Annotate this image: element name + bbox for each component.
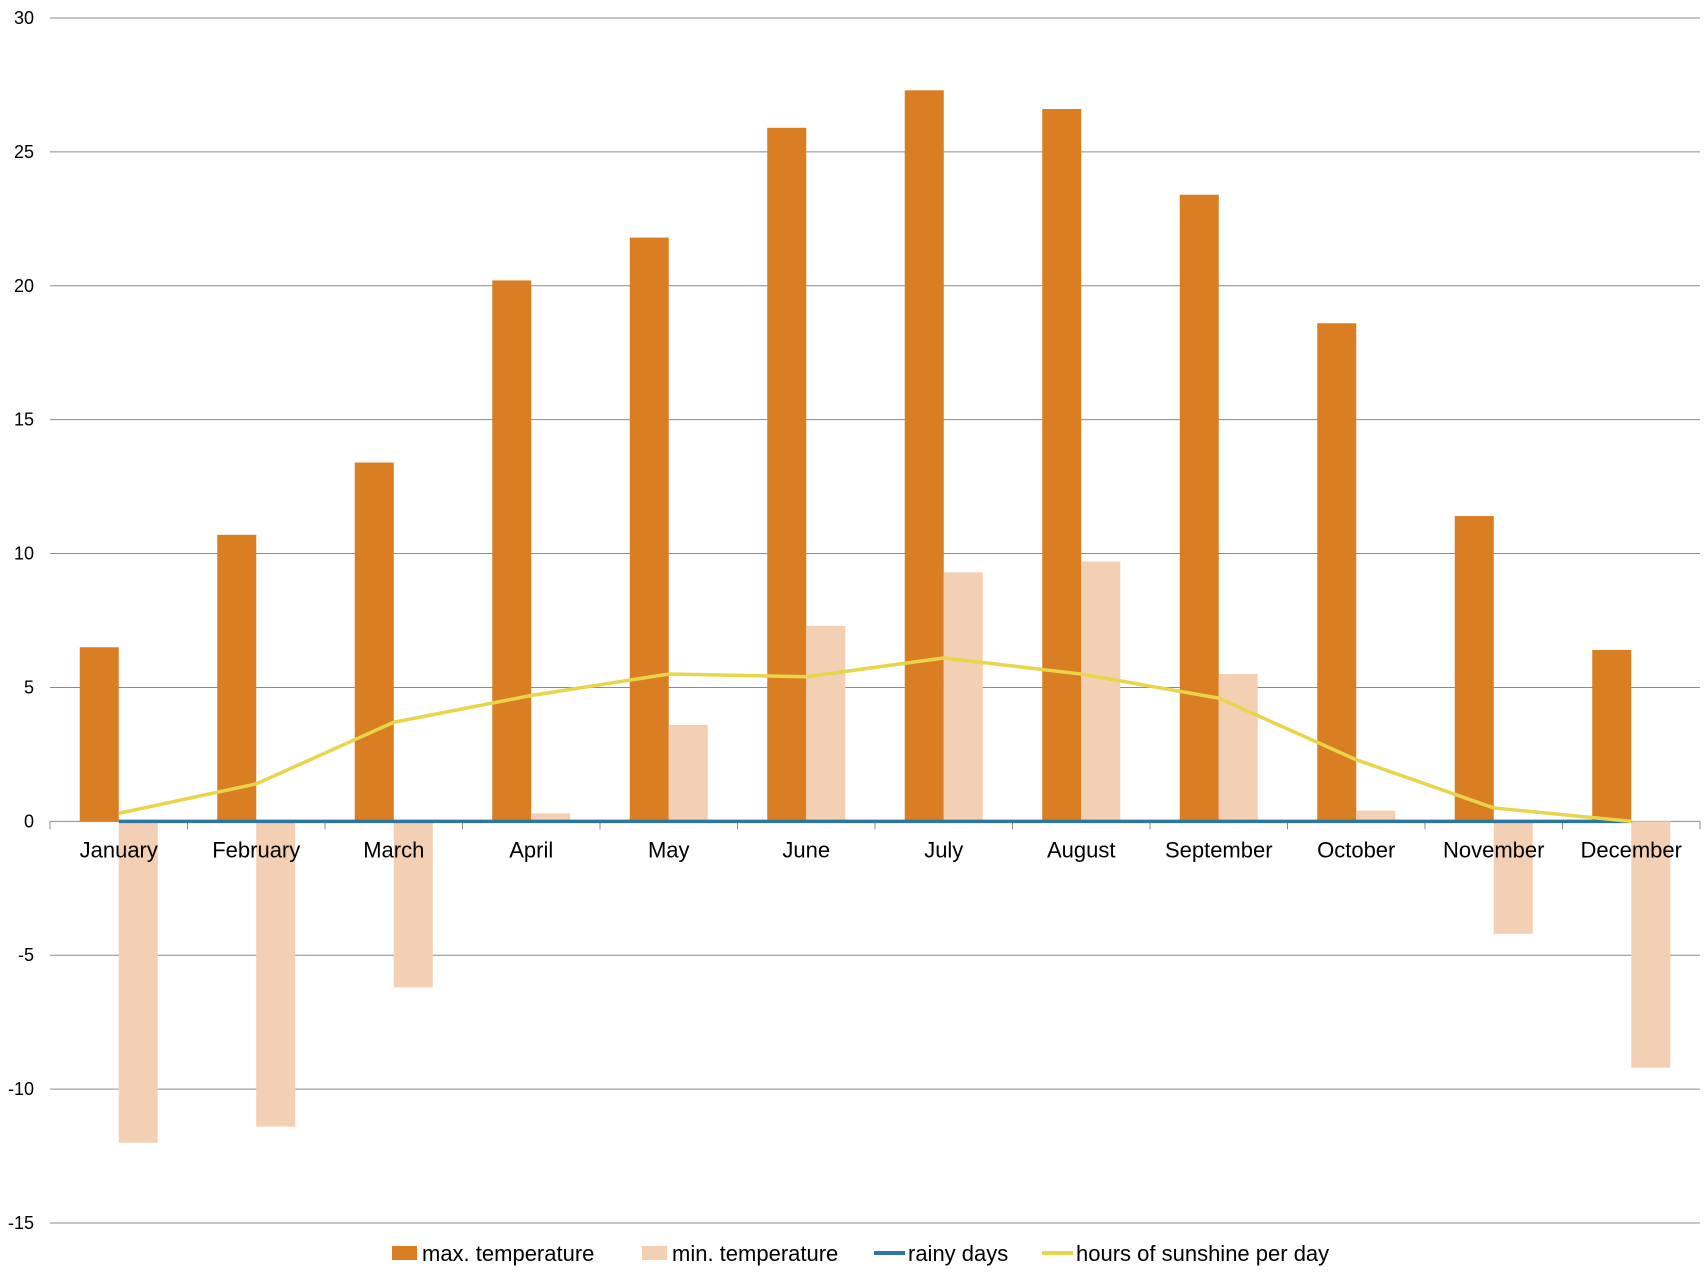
max-temperature-bar-september — [1179, 194, 1219, 822]
min-temperature-bar-february — [256, 821, 296, 1127]
x-category-label: March — [363, 837, 424, 862]
min-temperature-bar-august — [1081, 561, 1121, 822]
max-temperature-bar-may — [629, 237, 669, 822]
legend-label: min. temperature — [672, 1241, 838, 1266]
legend-label: hours of sunshine per day — [1076, 1241, 1329, 1266]
max-temperature-bar-november — [1454, 516, 1494, 822]
max-temperature-bar-january — [79, 647, 119, 822]
min-temperature-bar-july — [943, 572, 983, 822]
x-category-label: June — [782, 837, 830, 862]
max-temperature-bar-december — [1592, 649, 1632, 822]
min-temperature-bar-december — [1631, 821, 1671, 1068]
y-tick-label: 0 — [24, 811, 34, 831]
legend-swatch — [642, 1246, 667, 1260]
x-category-label: February — [212, 837, 300, 862]
x-category-label: January — [80, 837, 158, 862]
y-tick-label: -10 — [8, 1079, 34, 1099]
max-temperature-bar-july — [904, 90, 944, 822]
y-tick-label: 25 — [14, 142, 34, 162]
y-tick-label: 20 — [14, 276, 34, 296]
max-temperature-bar-august — [1042, 109, 1082, 822]
x-category-label: July — [924, 837, 963, 862]
x-category-label: November — [1443, 837, 1544, 862]
x-axis-category-labels: January February March April May June July Augu… — [80, 837, 1682, 862]
hours-of-sunshine-per-day-line — [118, 656, 1632, 824]
x-category-label: September — [1165, 837, 1273, 862]
min-temperature-bar-may — [668, 724, 708, 822]
x-category-label: August — [1047, 837, 1116, 862]
y-tick-label: 15 — [14, 410, 34, 430]
legend: max. temperature min. temperature rainy da… — [392, 1241, 1329, 1266]
max-temperature-bar-october — [1317, 323, 1357, 822]
x-category-label: May — [648, 837, 690, 862]
gridlines — [49, 17, 1701, 1224]
max-temperature-bar-february — [217, 534, 257, 822]
bars — [79, 90, 1671, 1143]
min-temperature-bar-march — [393, 821, 433, 988]
y-tick-label: -15 — [8, 1213, 34, 1233]
legend-label: max. temperature — [422, 1241, 594, 1266]
x-category-label: April — [509, 837, 553, 862]
min-temperature-bar-january — [118, 821, 158, 1143]
max-temperature-bar-june — [767, 127, 807, 822]
y-tick-label: 5 — [24, 677, 34, 697]
x-category-label: October — [1317, 837, 1395, 862]
min-temperature-bar-september — [1218, 674, 1258, 822]
max-temperature-bar-april — [492, 280, 532, 822]
min-temperature-bar-november — [1493, 821, 1533, 934]
y-tick-label: 30 — [14, 8, 34, 28]
min-temperature-bar-october — [1356, 810, 1396, 822]
max-temperature-bar-march — [354, 462, 394, 822]
y-tick-label: 10 — [14, 544, 34, 564]
y-tick-label: -5 — [18, 945, 34, 965]
series-lines — [118, 656, 1632, 824]
legend-label: rainy days — [908, 1241, 1008, 1266]
legend-swatch — [392, 1246, 417, 1260]
min-temperature-bar-june — [806, 625, 846, 822]
y-axis-tick-labels: -15 -10 -5 0 5 10 15 20 25 30 — [8, 8, 34, 1233]
min-temperature-bar-april — [531, 813, 571, 822]
x-category-label: December — [1581, 837, 1682, 862]
